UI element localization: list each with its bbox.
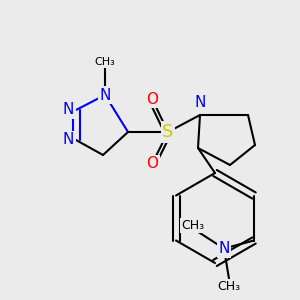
Text: N: N [218,241,230,256]
Text: CH₃: CH₃ [94,57,116,67]
Text: N: N [63,133,74,148]
Text: N: N [99,88,111,103]
Text: O: O [146,92,158,106]
Text: N: N [63,103,74,118]
Text: O: O [146,157,158,172]
Text: CH₃: CH₃ [182,219,205,232]
Text: CH₃: CH₃ [218,280,241,293]
Text: S: S [162,123,174,141]
Text: N: N [194,95,206,110]
